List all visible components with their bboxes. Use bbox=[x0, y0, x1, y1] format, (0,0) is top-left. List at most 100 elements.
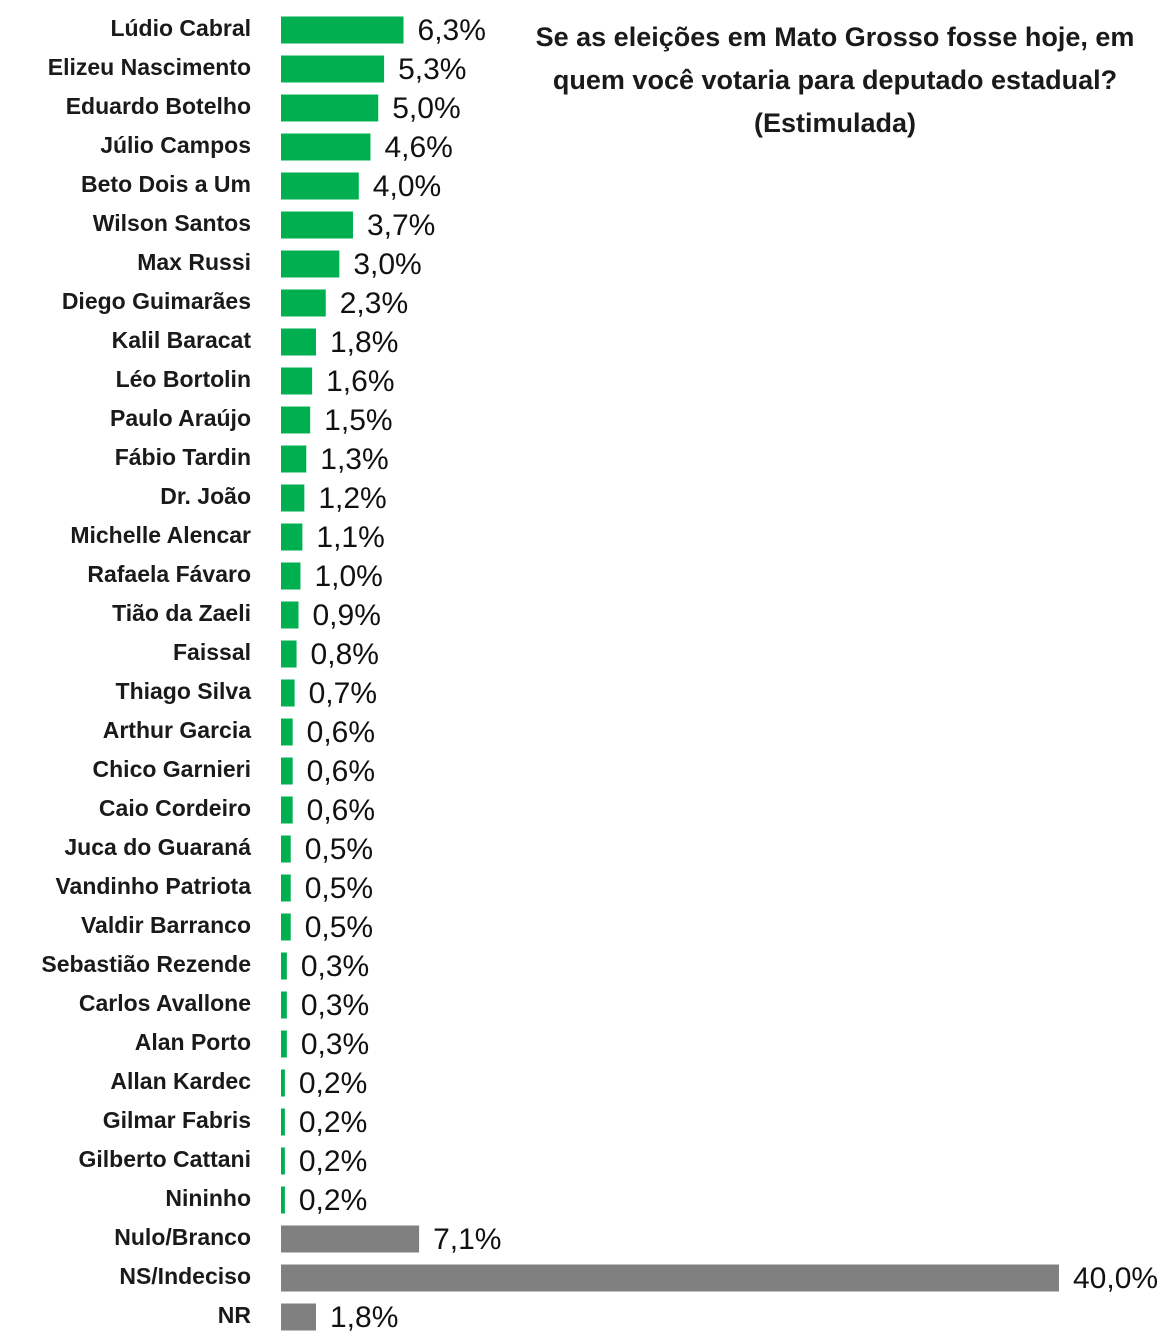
bar bbox=[281, 874, 291, 902]
category-label: Fábio Tardin bbox=[115, 444, 251, 470]
bar bbox=[281, 991, 287, 1019]
value-label: 0,6% bbox=[307, 755, 375, 788]
bar bbox=[281, 16, 404, 44]
bar bbox=[281, 289, 326, 317]
value-label: 1,8% bbox=[330, 326, 398, 359]
bar bbox=[281, 406, 311, 434]
category-label: Elizeu Nascimento bbox=[48, 54, 251, 80]
category-label: Paulo Araújo bbox=[110, 405, 251, 431]
value-label: 1,6% bbox=[326, 365, 394, 398]
category-label: Léo Bortolin bbox=[116, 366, 251, 392]
bar bbox=[281, 562, 301, 590]
value-label: 0,7% bbox=[309, 677, 377, 710]
category-label: Max Russi bbox=[137, 249, 251, 275]
category-label: Tião da Zaeli bbox=[112, 600, 251, 626]
value-label: 0,5% bbox=[305, 833, 373, 866]
value-label: 2,3% bbox=[340, 287, 408, 320]
value-label: 3,0% bbox=[353, 248, 421, 281]
bar bbox=[281, 133, 371, 161]
category-label: Valdir Barranco bbox=[81, 912, 251, 938]
category-label: Diego Guimarães bbox=[62, 288, 251, 314]
bar bbox=[281, 1186, 285, 1214]
bar bbox=[281, 757, 293, 785]
category-label: Chico Garnieri bbox=[93, 756, 251, 782]
value-label: 0,2% bbox=[299, 1145, 367, 1178]
bar bbox=[281, 94, 379, 122]
value-label: 5,3% bbox=[398, 53, 466, 86]
category-label: Júlio Campos bbox=[100, 132, 251, 158]
category-label: Arthur Garcia bbox=[103, 717, 251, 743]
value-label: 40,0% bbox=[1073, 1262, 1158, 1295]
category-label: Beto Dois a Um bbox=[81, 171, 251, 197]
category-label: Dr. João bbox=[160, 483, 251, 509]
value-label: 0,3% bbox=[301, 989, 369, 1022]
category-label: NR bbox=[218, 1302, 252, 1328]
bar bbox=[281, 601, 299, 629]
value-label: 1,0% bbox=[314, 560, 382, 593]
bar bbox=[281, 523, 303, 551]
bar bbox=[281, 1147, 285, 1175]
bar bbox=[281, 913, 291, 941]
value-label: 0,6% bbox=[307, 716, 375, 749]
bar bbox=[281, 1264, 1059, 1292]
category-label: Lúdio Cabral bbox=[110, 15, 251, 41]
bar bbox=[281, 835, 291, 863]
value-label: 0,5% bbox=[305, 872, 373, 905]
value-label: 4,0% bbox=[373, 170, 441, 203]
value-label: 1,1% bbox=[316, 521, 384, 554]
category-label: Sebastião Rezende bbox=[41, 951, 251, 977]
chart-subtitle: (Estimulada) bbox=[753, 108, 917, 138]
value-label: 1,3% bbox=[320, 443, 388, 476]
category-label: NS/Indeciso bbox=[119, 1263, 251, 1289]
value-label: 7,1% bbox=[433, 1223, 501, 1256]
category-label: Wilson Santos bbox=[93, 210, 251, 236]
value-label: 0,6% bbox=[307, 794, 375, 827]
bar bbox=[281, 172, 359, 200]
category-label: Nulo/Branco bbox=[114, 1224, 251, 1250]
category-label: Gilmar Fabris bbox=[103, 1107, 251, 1133]
value-label: 1,2% bbox=[318, 482, 386, 515]
category-label: Faissal bbox=[173, 639, 251, 665]
category-label: Eduardo Botelho bbox=[66, 93, 251, 119]
bar bbox=[281, 796, 293, 824]
value-label: 1,8% bbox=[330, 1301, 398, 1334]
bar bbox=[281, 1303, 317, 1331]
bar bbox=[281, 952, 287, 980]
category-label: Michelle Alencar bbox=[70, 522, 251, 548]
category-label: Gilberto Cattani bbox=[78, 1146, 251, 1172]
value-label: 0,3% bbox=[301, 1028, 369, 1061]
category-label: Juca do Guaraná bbox=[64, 834, 251, 860]
bar bbox=[281, 367, 313, 395]
category-label: Alan Porto bbox=[135, 1029, 251, 1055]
category-label: Caio Cordeiro bbox=[99, 795, 251, 821]
value-label: 3,7% bbox=[367, 209, 435, 242]
value-label: 0,2% bbox=[299, 1184, 367, 1217]
bar bbox=[281, 1069, 285, 1097]
bar bbox=[281, 211, 353, 239]
value-label: 4,6% bbox=[384, 131, 452, 164]
bar bbox=[281, 1108, 285, 1136]
value-label: 0,3% bbox=[301, 950, 369, 983]
category-label: Kalil Baracat bbox=[112, 327, 252, 353]
value-label: 0,9% bbox=[313, 599, 381, 632]
value-label: 0,5% bbox=[305, 911, 373, 944]
value-label: 6,3% bbox=[418, 14, 486, 47]
value-label: 1,5% bbox=[324, 404, 392, 437]
bar bbox=[281, 328, 317, 356]
bar bbox=[281, 1030, 287, 1058]
category-label: Nininho bbox=[165, 1185, 251, 1211]
bar bbox=[281, 718, 293, 746]
value-label: 0,8% bbox=[311, 638, 379, 671]
chart-title: Se as eleições em Mato Grosso fosse hoje… bbox=[535, 22, 1135, 95]
bar bbox=[281, 640, 297, 668]
category-label: Vandinho Patriota bbox=[55, 873, 251, 899]
bar bbox=[281, 679, 295, 707]
bar bbox=[281, 484, 305, 512]
category-label: Thiago Silva bbox=[116, 678, 252, 704]
category-label: Rafaela Fávaro bbox=[87, 561, 251, 587]
value-label: 0,2% bbox=[299, 1067, 367, 1100]
value-label: 5,0% bbox=[392, 92, 460, 125]
bar bbox=[281, 250, 340, 278]
value-label: 0,2% bbox=[299, 1106, 367, 1139]
